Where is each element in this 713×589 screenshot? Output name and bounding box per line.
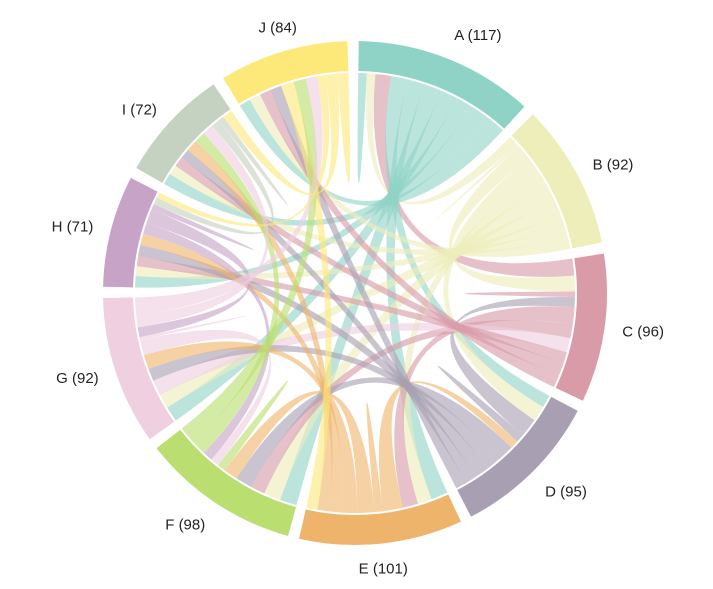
group-label-i: I (72) <box>122 102 157 119</box>
ribbon-e-j[interactable] <box>281 81 332 510</box>
group-arc-d[interactable] <box>457 396 578 517</box>
group-labels-layer: A (117) B (92) C (96) D (95) E (101) F (98) G … <box>52 19 664 577</box>
ribbon-f-g[interactable] <box>140 329 272 466</box>
group-label-a: A (117) <box>454 27 501 44</box>
ribbon-b-d[interactable] <box>443 158 544 421</box>
ribbon-i-j[interactable] <box>223 73 340 196</box>
ribbon-a-g[interactable] <box>167 90 458 421</box>
ribbon-d-f[interactable] <box>236 377 512 488</box>
ribbon-j-j[interactable] <box>336 73 351 184</box>
group-arc-f[interactable] <box>156 429 297 536</box>
ribbon-a-a[interactable] <box>357 73 367 184</box>
ribbons-layer <box>135 73 575 513</box>
group-label-h: H (71) <box>52 218 94 235</box>
group-label-c: C (96) <box>622 323 664 340</box>
ribbon-d-e[interactable] <box>378 381 518 512</box>
group-arcs-layer <box>103 41 607 545</box>
ribbon-g-j[interactable] <box>135 76 323 315</box>
ribbon-g-g[interactable] <box>139 315 248 340</box>
group-arc-j[interactable] <box>223 41 349 104</box>
group-label-j: J (84) <box>259 19 297 36</box>
group-label-g: G (92) <box>56 370 99 387</box>
ribbon-c-g[interactable] <box>153 322 571 396</box>
ribbon-c-i[interactable] <box>175 157 564 376</box>
ribbon-a-d[interactable] <box>385 75 550 408</box>
ribbon-b-c[interactable] <box>448 146 575 292</box>
group-arc-i[interactable] <box>136 84 231 183</box>
group-arc-c[interactable] <box>555 253 607 401</box>
ribbon-g-h[interactable] <box>137 209 251 338</box>
ribbon-a-j[interactable] <box>239 99 503 206</box>
group-arc-a[interactable] <box>358 41 525 129</box>
ribbon-c-f[interactable] <box>251 319 573 494</box>
ribbon-c-e[interactable] <box>394 306 575 508</box>
ribbon-c-c[interactable] <box>464 291 575 298</box>
ribbon-f-i[interactable] <box>192 133 280 453</box>
ribbon-c-d[interactable] <box>450 296 575 435</box>
group-label-b: B (92) <box>593 157 634 174</box>
ribbon-c-h[interactable] <box>136 256 567 364</box>
group-arc-g[interactable] <box>103 297 175 440</box>
ribbon-e-e[interactable] <box>366 402 384 513</box>
ribbon-e-g[interactable] <box>143 341 358 513</box>
ribbon-i-i[interactable] <box>218 116 289 206</box>
ribbon-b-e[interactable] <box>401 173 548 504</box>
group-label-f: F (98) <box>165 517 205 534</box>
ribbon-f-f[interactable] <box>217 380 289 471</box>
group-label-d: D (95) <box>545 484 587 501</box>
ribbon-b-b[interactable] <box>436 144 520 220</box>
ribbon-e-f[interactable] <box>224 391 375 513</box>
ribbon-d-d[interactable] <box>437 365 524 442</box>
ribbon-h-h[interactable] <box>151 204 254 250</box>
group-arc-b[interactable] <box>511 114 602 249</box>
group-label-e: E (101) <box>359 561 408 578</box>
group-arc-e[interactable] <box>299 494 461 545</box>
ribbon-f-j[interactable] <box>181 78 318 442</box>
ribbon-a-b[interactable] <box>366 73 518 205</box>
group-arc-h[interactable] <box>103 177 158 288</box>
